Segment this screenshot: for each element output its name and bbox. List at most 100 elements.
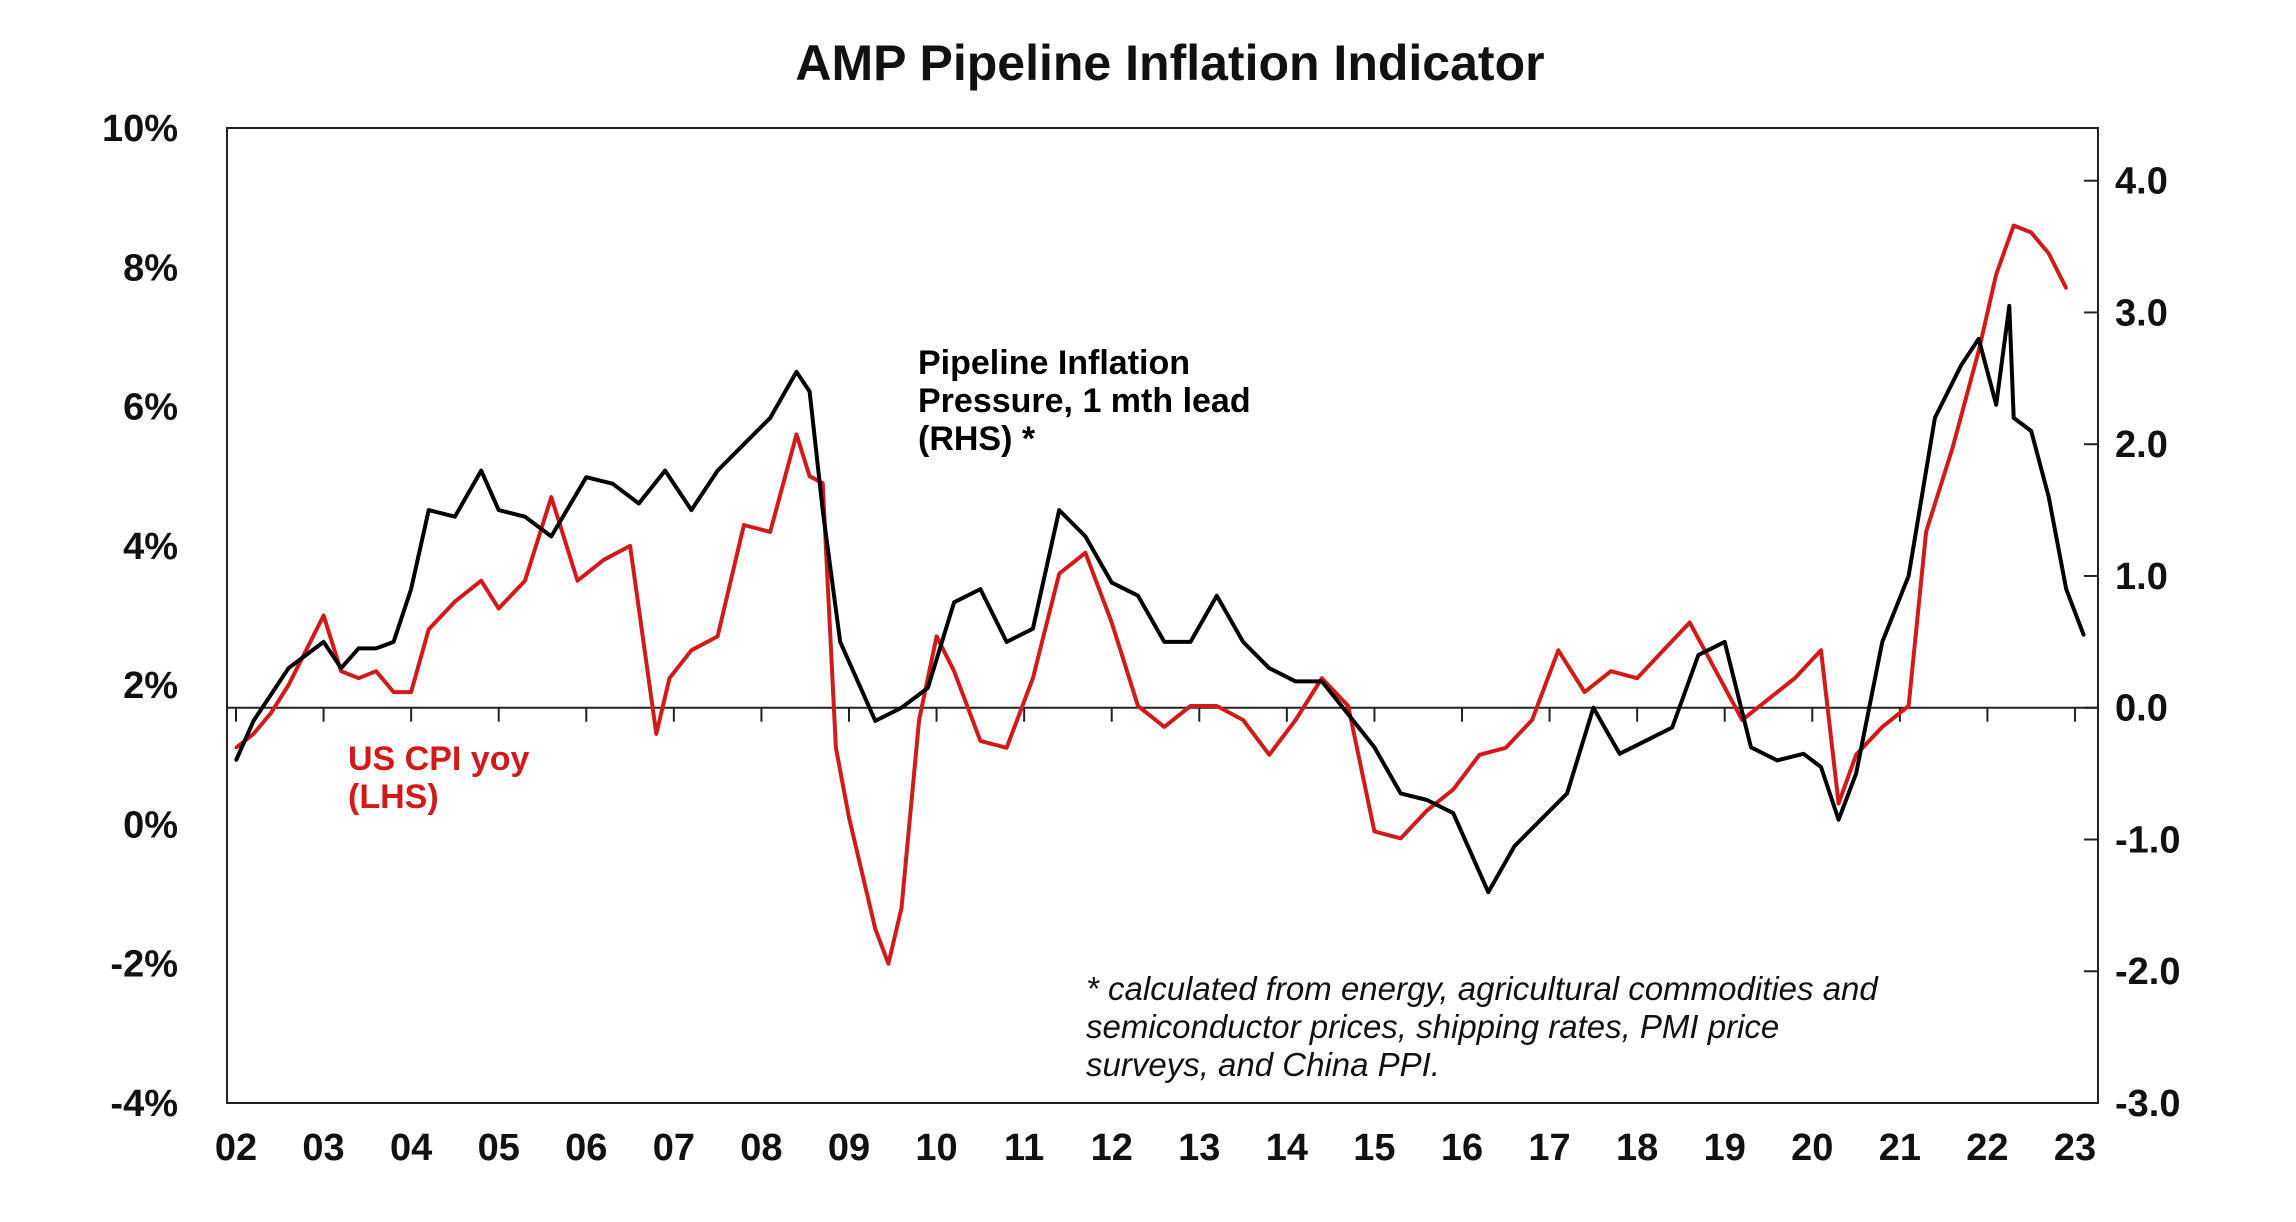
pipeline-series-line-point	[1083, 534, 1087, 538]
cpi-series-line-point	[1241, 718, 1245, 722]
pipeline-series-line-point	[821, 508, 825, 512]
cpi-series-line-point	[602, 558, 606, 562]
pipeline-series-line-point	[1031, 627, 1035, 631]
right-tick-label: 0.0	[2115, 688, 2168, 730]
left-tick-label: 2%	[123, 665, 178, 707]
x-tick-label: 12	[1091, 1127, 1133, 1169]
pipeline-series-line-point	[2012, 416, 2016, 420]
cpi-series-line-point	[1530, 718, 1534, 722]
left-tick-label: 6%	[123, 387, 178, 429]
pipeline-series-line-point	[427, 508, 431, 512]
cpi-series-line-point	[1609, 669, 1613, 673]
pipeline-series-line-point	[339, 666, 343, 670]
cpi-series-line-point	[689, 648, 693, 652]
pipeline-series-line-point	[2047, 495, 2051, 499]
cpi-series-line-point	[768, 530, 772, 534]
pipeline-series-line-point	[1189, 640, 1192, 644]
pipeline-series-line-point	[873, 719, 877, 723]
pipeline-series-line-point	[1215, 594, 1219, 598]
pipeline-series-line-point	[1854, 772, 1858, 776]
cpi-series-line-point	[917, 718, 921, 722]
x-tick-label: 20	[1791, 1127, 1833, 1169]
pipeline-series-line-point	[768, 416, 772, 420]
cpi-series-label: US CPI yoy (LHS)	[348, 740, 529, 816]
pipeline-series-line-point	[1907, 574, 1911, 578]
cpi-label-line: (LHS)	[348, 778, 439, 816]
x-tick-label: 08	[740, 1127, 782, 1169]
cpi-series-line-point	[322, 614, 326, 617]
pipeline-series-line-point	[1749, 745, 1753, 749]
x-tick-label: 17	[1528, 1127, 1570, 1169]
cpi-series-line-point	[1189, 704, 1192, 708]
cpi-series-line-point	[234, 746, 238, 750]
cpi-series-line-point	[654, 732, 658, 736]
methodology-footnote: * calculated from energy, agricultural c…	[1086, 970, 1879, 1083]
cpi-series-line-point	[716, 634, 720, 638]
x-tick-label: 15	[1353, 1127, 1395, 1169]
cpi-series-line-point	[427, 627, 431, 631]
pipeline-series-line-point	[900, 706, 903, 710]
cpi-series-line-point	[252, 732, 255, 736]
cpi-series-line-point	[1162, 725, 1166, 729]
cpi-series-line-point	[1880, 725, 1884, 729]
x-tick-label: 22	[1966, 1127, 2008, 1169]
right-tick-label: 1.0	[2115, 556, 2168, 598]
pipeline-series-line-point	[1294, 679, 1298, 683]
pipeline-series-line-point	[549, 534, 553, 538]
cpi-series-line-point	[357, 676, 361, 680]
cpi-series-line-point	[1399, 836, 1403, 840]
pipeline-series-line-point	[1696, 653, 1700, 657]
pipeline-series-line-point	[304, 653, 308, 657]
pipeline-series-line	[234, 303, 2086, 895]
cpi-series-line-point	[847, 816, 851, 819]
x-tick-label: 10	[915, 1127, 957, 1169]
left-tick-label: 8%	[123, 247, 178, 289]
cpi-series-line-point	[1136, 704, 1140, 708]
cpi-series-line-point	[549, 495, 553, 499]
pipeline-series-line-point	[1618, 752, 1622, 756]
cpi-series-line-point	[1950, 446, 1954, 450]
cpi-series-line-point	[1819, 648, 1823, 652]
right-tick-label: -2.0	[2115, 951, 2180, 993]
pipeline-series-line-point	[716, 469, 720, 473]
footnote-line: * calculated from energy, agricultural c…	[1086, 970, 1879, 1007]
cpi-series-line-point	[1793, 676, 1797, 680]
pipeline-series-line-point	[1819, 765, 1823, 769]
pipeline-series-line-point	[1451, 811, 1455, 815]
pipeline-series-line-point	[1399, 791, 1403, 795]
pipeline-series-line-point	[689, 508, 693, 512]
pipeline-series-line-point	[357, 646, 361, 650]
footnote-line: semiconductor prices, shipping rates, PM…	[1086, 1008, 1779, 1045]
pipeline-series-line-point	[1110, 581, 1114, 585]
cpi-series-line-point	[576, 579, 579, 583]
cpi-series-line-point	[304, 648, 308, 652]
cpi-series-line-point	[497, 607, 501, 610]
cpi-series-line-point	[1924, 530, 1928, 534]
pipeline-series-line-point	[2064, 587, 2068, 591]
pipeline-series-line-point	[252, 719, 255, 723]
left-axis: 10% 8% 6% 4% 2% 0% -2% -4%	[102, 108, 178, 1125]
pipeline-series-line-point	[497, 508, 501, 512]
pipeline-series-line-point	[1162, 640, 1166, 644]
pipeline-series-line-point	[1565, 791, 1569, 795]
x-tick-label: 11	[1004, 1127, 1044, 1169]
cpi-series-line-point	[668, 676, 671, 680]
cpi-series-line-point	[1451, 788, 1455, 792]
right-axis: 4.0 3.0 2.0 1.0 0.0 -1.0 -2.0 -3.0	[2084, 161, 2180, 1125]
cpi-series-line-point	[409, 690, 413, 694]
cpi-series-line-point	[1583, 690, 1587, 694]
pipeline-label-line: Pipeline Inflation	[918, 344, 1190, 382]
pipeline-series-line-point	[453, 515, 457, 519]
pipeline-series-line-point	[952, 600, 956, 604]
x-tick-label: 16	[1441, 1127, 1483, 1169]
cpi-series-line-point	[1267, 753, 1271, 757]
cpi-series-line-point	[479, 579, 483, 583]
pipeline-series-line-point	[611, 482, 615, 486]
footnote-line: surveys, and China PPI.	[1086, 1046, 1440, 1083]
cpi-series-line-point	[2012, 224, 2016, 227]
pipeline-series-line-point	[1372, 745, 1376, 749]
cpi-series-line-point	[873, 927, 877, 931]
left-tick-label: 0%	[123, 804, 178, 846]
pipeline-series-line-point	[1959, 363, 1963, 367]
cpi-series-line-point	[1767, 697, 1770, 701]
